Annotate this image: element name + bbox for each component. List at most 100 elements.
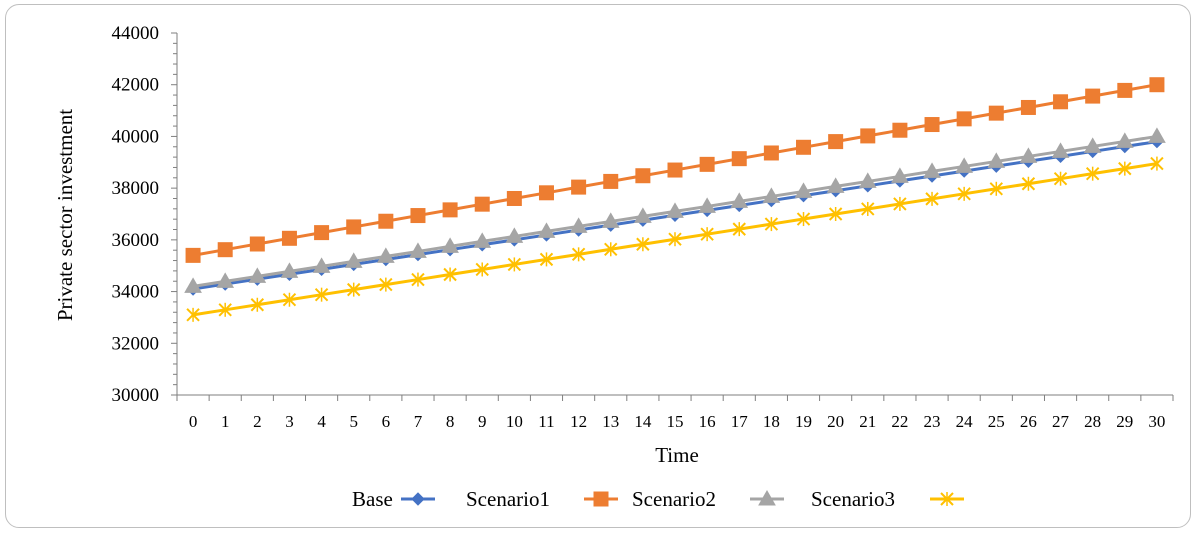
data-point-scenario1 [603, 173, 619, 189]
data-point-scenario2 [730, 192, 749, 208]
y-tick-label: 30000 [112, 385, 160, 406]
data-point-scenario2 [666, 202, 684, 218]
data-point-scenario3 [604, 242, 618, 257]
data-point-scenario2 [601, 212, 620, 228]
data-point-scenario1 [185, 247, 201, 263]
data-point-scenario1 [860, 128, 876, 144]
x-tick-label: 8 [446, 412, 455, 431]
data-point-scenario1 [442, 202, 458, 218]
data-point-scenario2 [473, 232, 492, 248]
data-point-scenario2 [505, 227, 524, 243]
data-point-scenario3 [1021, 176, 1036, 191]
x-tick-label: 24 [956, 412, 974, 431]
data-point-scenario2 [184, 277, 202, 293]
x-tick-label: 7 [414, 412, 423, 431]
x-tick-label: 10 [506, 412, 523, 431]
data-point-scenario3 [1053, 171, 1068, 186]
x-tick-label: 27 [1052, 412, 1070, 431]
data-point-scenario2 [409, 242, 427, 258]
data-point-scenario2 [826, 177, 845, 193]
data-point-scenario2 [987, 152, 1006, 168]
data-point-scenario3 [347, 282, 361, 297]
x-tick-label: 22 [891, 412, 908, 431]
y-tick-label: 32000 [112, 333, 160, 354]
data-point-scenario3 [186, 307, 200, 322]
data-point-scenario3 [989, 181, 1003, 196]
data-point-scenario3 [411, 272, 425, 287]
y-tick-label: 44000 [112, 23, 160, 44]
data-point-scenario2 [1115, 132, 1134, 148]
data-point-scenario1 [346, 219, 362, 235]
data-point-scenario2 [891, 167, 909, 183]
data-point-scenario3 [218, 302, 232, 317]
x-axis-title: Time [655, 443, 699, 467]
data-point-scenario1 [410, 208, 426, 224]
data-point-scenario3 [379, 277, 393, 292]
data-point-scenario1 [699, 156, 715, 172]
y-tick-label: 34000 [112, 282, 160, 303]
data-point-scenario1 [538, 185, 554, 201]
data-point-scenario2 [1083, 137, 1102, 153]
axes: 30000 32000 34000 36000 38000 40000 42000 44000… [112, 23, 1174, 431]
y-tick-label: 42000 [112, 75, 160, 96]
data-point-scenario3 [539, 252, 554, 267]
data-point-scenario2 [537, 222, 556, 238]
data-point-scenario1 [378, 213, 394, 229]
x-tick-label: 9 [478, 412, 487, 431]
data-point-scenario2 [1019, 147, 1038, 163]
data-point-scenario1 [763, 145, 779, 161]
series-scenario1 [185, 77, 1165, 263]
legend-swatch-marker [940, 492, 954, 506]
data-point-scenario3 [861, 201, 875, 216]
x-tick-label: 12 [570, 412, 587, 431]
data-point-scenario3 [250, 297, 265, 312]
data-point-scenario2 [762, 187, 781, 203]
data-point-scenario1 [828, 134, 844, 150]
x-tick-label: 16 [699, 412, 716, 431]
data-point-scenario1 [1053, 94, 1069, 110]
y-tick-label: 40000 [112, 126, 160, 147]
legend-label: Scenario2 [632, 487, 716, 511]
data-point-scenario2 [280, 262, 299, 278]
data-point-scenario2 [698, 197, 716, 213]
x-tick-label: 14 [634, 412, 652, 431]
legend-swatch-marker [411, 492, 425, 506]
data-point-scenario1 [892, 122, 908, 138]
data-point-scenario3 [925, 191, 939, 206]
data-point-scenario2 [248, 267, 267, 283]
x-tick-label: 21 [859, 412, 876, 431]
legend-swatch-marker [758, 489, 776, 506]
legend: Base Scenario1 Scenario2 Scenario3 [352, 487, 964, 511]
data-point-scenario2 [858, 172, 877, 188]
data-point-scenario3 [668, 232, 682, 247]
data-point-scenario3 [796, 212, 811, 227]
data-point-scenario1 [249, 236, 265, 252]
data-point-scenario2 [376, 247, 395, 263]
data-point-scenario1 [1020, 99, 1036, 115]
x-tick-label: 17 [731, 412, 749, 431]
y-tick-label: 38000 [112, 178, 160, 199]
data-point-scenario1 [1117, 82, 1133, 98]
data-point-scenario1 [956, 111, 972, 127]
y-axis-title: Private sector investment [53, 109, 77, 321]
x-tick-label: 3 [285, 412, 294, 431]
data-point-scenario3 [282, 292, 297, 307]
x-tick-label: 0 [189, 412, 198, 431]
data-point-scenario3 [700, 227, 714, 242]
data-point-scenario1 [796, 139, 812, 155]
legend-item-scenario1: Scenario1 [466, 487, 618, 511]
data-point-scenario2 [955, 157, 974, 173]
data-point-scenario3 [1150, 156, 1164, 171]
data-point-scenario2 [794, 182, 813, 198]
data-point-scenario3 [1118, 161, 1132, 176]
x-tick-label: 5 [349, 412, 358, 431]
x-tick-label: 4 [317, 412, 326, 431]
legend-item-scenario2: Scenario2 [632, 487, 784, 511]
legend-label: Scenario3 [811, 487, 895, 511]
x-tick-label: 28 [1084, 412, 1101, 431]
series-scenario2 [184, 127, 1166, 293]
x-tick-label: 23 [924, 412, 941, 431]
data-point-scenario2 [1051, 142, 1070, 158]
data-point-scenario1 [571, 179, 587, 195]
x-tick-label: 2 [253, 412, 262, 431]
